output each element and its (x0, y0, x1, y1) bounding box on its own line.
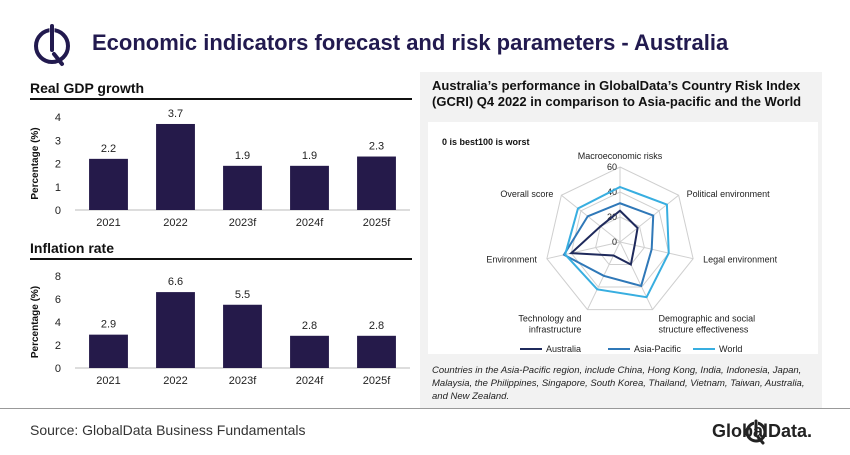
x-tick-label: 2025f (363, 217, 391, 229)
y-tick-label: 4 (55, 317, 61, 329)
radar-spoke (561, 194, 621, 243)
x-tick-label: 2025f (363, 375, 391, 387)
radar-grid-ring (570, 191, 670, 288)
y-tick-label: 2 (55, 159, 61, 171)
radar-axis-label: Legal environment (703, 255, 778, 265)
radar-series-line (564, 185, 670, 299)
bar (223, 165, 262, 210)
brand-wordmark: GlobalData. (712, 421, 813, 441)
radar-axis-label: Technology and (518, 314, 581, 324)
radar-axis-label: infrastructure (529, 325, 582, 335)
page-title: Economic indicators forecast and risk pa… (92, 30, 729, 55)
data-label: 2.2 (101, 143, 116, 155)
gdp-chart-title: Real GDP growth (30, 80, 145, 96)
gcri-chart-area (428, 122, 818, 354)
gdp-title-rule (30, 98, 412, 100)
legend-label: Australia (546, 344, 581, 354)
legend-label: World (719, 344, 742, 354)
x-tick-label: 2021 (96, 375, 120, 387)
y-tick-label: 8 (55, 271, 61, 283)
data-label: 2.8 (369, 320, 384, 332)
data-label: 2.9 (101, 319, 116, 331)
gcri-scale-note: 0 is best100 is worst (442, 137, 530, 147)
radar-axis-label: Political environment (687, 189, 771, 199)
data-label: 2.8 (302, 320, 317, 332)
y-tick-label: 0 (55, 205, 61, 217)
y-axis-label: Percentage (%) (30, 127, 41, 199)
bar (156, 292, 195, 368)
x-tick-label: 2022 (163, 217, 187, 229)
x-tick-label: 2024f (296, 217, 324, 229)
bar (89, 158, 128, 210)
radar-spoke (619, 194, 679, 243)
x-tick-label: 2021 (96, 217, 120, 229)
radar-spoke (546, 241, 621, 260)
radar-grid-ring (595, 216, 645, 266)
inflation-chart-title: Inflation rate (30, 240, 115, 256)
y-tick-label: 2 (55, 340, 61, 352)
bar (156, 123, 195, 210)
radar-axis-label: structure effectiveness (659, 325, 749, 335)
radar-series-line (568, 209, 639, 267)
y-tick-label: 6 (55, 294, 61, 306)
legend-label: Asia-Pacific (634, 344, 682, 354)
y-tick-label: 1 (55, 182, 61, 194)
radar-axis-label: Demographic and social (659, 314, 756, 324)
bar (290, 165, 329, 210)
radar-axis-label: Environment (486, 255, 537, 265)
globaldata-brand-icon (745, 419, 767, 445)
footer-divider (0, 408, 850, 409)
y-tick-label: 3 (55, 135, 61, 147)
radar-spoke (619, 241, 694, 260)
x-tick-label: 2022 (163, 375, 187, 387)
data-label: 5.5 (235, 289, 250, 301)
data-label: 3.7 (168, 108, 183, 120)
data-label: 2.3 (369, 141, 384, 153)
radar-axis-label: Macroeconomic risks (578, 151, 663, 161)
globaldata-logo-icon (34, 24, 70, 66)
bar (290, 335, 329, 368)
r-tick-label: 60 (607, 162, 617, 172)
radar-series-line (562, 202, 655, 288)
bar (89, 334, 128, 368)
bar (357, 335, 396, 368)
y-axis-label: Percentage (%) (30, 286, 41, 358)
inflation-title-rule (30, 258, 412, 260)
r-tick-label: 0 (612, 237, 617, 247)
gcri-footnote: Countries in the Asia-Pacific region, in… (432, 365, 805, 402)
source-note: Source: GlobalData Business Fundamentals (30, 422, 306, 438)
radar-axis-label: Overall score (500, 189, 553, 199)
data-label: 6.6 (168, 276, 183, 288)
x-tick-label: 2024f (296, 375, 324, 387)
inflation-bar-chart: Percentage (%) 0 2 4 6 8 2.9 2021 6.6 2022 5.5 2023… (30, 271, 410, 387)
radar-spoke (619, 241, 653, 310)
bar (357, 156, 396, 210)
radar-grid-ring (546, 166, 694, 311)
data-label: 1.9 (235, 150, 250, 162)
gcri-title: Australia’s performance in GlobalData’s … (432, 78, 802, 109)
data-label: 1.9 (302, 150, 317, 162)
y-tick-label: 4 (55, 112, 61, 124)
x-tick-label: 2023f (229, 375, 257, 387)
x-tick-label: 2023f (229, 217, 257, 229)
y-tick-label: 0 (55, 363, 61, 375)
bar (223, 304, 262, 368)
gdp-bar-chart: Percentage (%) 0 1 2 3 4 2.2 2021 3.7 2022 1.9 2023… (30, 108, 410, 229)
